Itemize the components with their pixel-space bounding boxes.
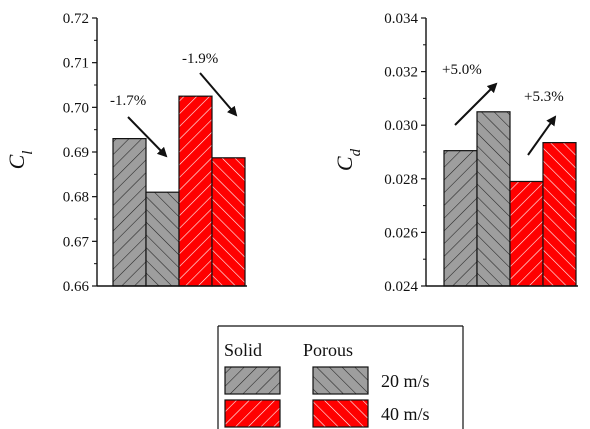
lift-bar-porous-40 <box>211 157 246 287</box>
lift-tick-label: 0.70 <box>63 100 89 116</box>
lift-bar-solid-40 <box>178 95 213 287</box>
drag-annotation-20: +5.0% <box>442 62 498 126</box>
lift-tick-label: 0.67 <box>63 234 90 250</box>
drag-tick-label: 0.028 <box>384 172 418 188</box>
legend-swatch-solid-40 <box>224 399 281 428</box>
drag-change-20-label: +5.0% <box>442 62 482 78</box>
lift-bars <box>112 95 246 287</box>
legend-label-20: 20 m/s <box>381 371 430 391</box>
lift-change-40-arrow <box>199 72 238 117</box>
lift-annotation-20: -1.7% <box>110 93 168 158</box>
drag-y-axis-label: Cd <box>332 148 364 171</box>
drag-bar-porous-40 <box>542 142 577 287</box>
drag-tick-label: 0.026 <box>384 225 418 241</box>
lift-bar-solid-20 <box>112 138 147 287</box>
lift-tick-label: 0.72 <box>63 11 89 27</box>
legend: Solid Porous 20 m/s 40 m/s <box>217 325 464 429</box>
legend-swatch-porous-40 <box>312 399 369 428</box>
lift-tick-label: 0.68 <box>63 190 89 206</box>
drag-tick-label: 0.030 <box>384 118 418 134</box>
lift-change-40-label: -1.9% <box>182 51 218 67</box>
lift-change-20-arrow <box>127 116 168 158</box>
drag-y-axis: 0.024 0.026 0.028 0.030 0.032 0.034 <box>384 11 578 295</box>
drag-bar-solid-20 <box>443 150 478 287</box>
drag-bar-solid-40 <box>509 180 544 287</box>
lift-y-axis: 0.66 0.67 0.68 0.69 0.70 0.71 0.72 <box>63 11 247 295</box>
legend-swatch-solid-20 <box>224 366 281 395</box>
lift-annotation-40: -1.9% <box>182 51 238 117</box>
drag-tick-label: 0.034 <box>384 11 418 27</box>
legend-label-40: 40 m/s <box>381 404 430 424</box>
lift-tick-label: 0.66 <box>63 279 90 295</box>
lift-y-axis-label: Cl <box>4 151 36 170</box>
lift-tick-label: 0.71 <box>63 56 89 72</box>
drag-change-40-label: +5.3% <box>524 89 564 105</box>
lift-change-20-label: -1.7% <box>110 93 146 109</box>
drag-change-40-arrow <box>527 115 557 156</box>
lift-bar-porous-20 <box>145 191 180 287</box>
legend-header-solid: Solid <box>224 340 262 360</box>
drag-bar-porous-20 <box>476 111 511 287</box>
lift-tick-label: 0.69 <box>63 145 89 161</box>
lift-coefficient-chart: 0.66 0.67 0.68 0.69 0.70 0.71 0.72 Cl -1.7% -1… <box>4 11 247 295</box>
drag-tick-label: 0.032 <box>384 65 418 81</box>
legend-swatch-porous-20 <box>312 366 369 395</box>
drag-bars <box>443 111 577 287</box>
drag-annotation-40: +5.3% <box>524 89 564 156</box>
legend-header-porous: Porous <box>303 340 353 360</box>
drag-tick-label: 0.024 <box>384 279 418 295</box>
drag-change-20-arrow <box>454 82 498 126</box>
